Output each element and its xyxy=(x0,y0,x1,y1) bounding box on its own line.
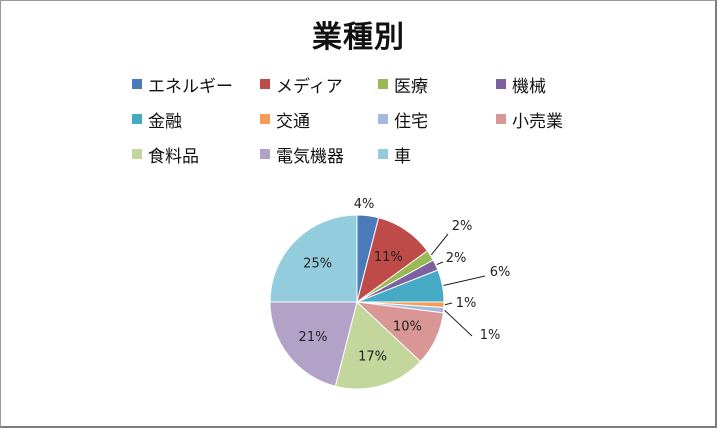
legend-label: 機械 xyxy=(512,76,546,97)
legend-swatch xyxy=(378,149,388,159)
legend-item: 食料品 xyxy=(132,142,260,167)
legend-swatch xyxy=(496,79,506,89)
legend-swatch xyxy=(132,79,142,89)
slice-label: 1% xyxy=(456,296,477,311)
legend-item: メディア xyxy=(260,72,378,97)
slice-label: 25% xyxy=(303,257,332,272)
legend-label: エネルギー xyxy=(148,76,233,97)
legend-item: 機械 xyxy=(496,72,612,97)
legend-label: 金融 xyxy=(148,111,182,132)
legend-label: 医療 xyxy=(394,76,428,97)
legend-label: 車 xyxy=(394,146,411,167)
leader-line xyxy=(444,309,473,337)
legend-swatch xyxy=(378,114,388,124)
pie-slice xyxy=(269,301,358,387)
legend-swatch xyxy=(132,114,142,124)
legend-item: 小売業 xyxy=(496,107,612,132)
leader-line xyxy=(444,302,453,306)
slice-label: 2% xyxy=(452,219,473,234)
legend-label: 小売業 xyxy=(512,111,563,132)
slice-label: 4% xyxy=(354,197,375,212)
leader-line xyxy=(430,233,449,256)
chart-title: 業種別 xyxy=(312,20,405,55)
legend-item: 電気機器 xyxy=(260,142,378,167)
slice-label: 17% xyxy=(358,349,387,364)
leader-line xyxy=(443,275,486,286)
legend-item: 交通 xyxy=(260,107,378,132)
pie-slice xyxy=(269,214,358,303)
legend-item: 医療 xyxy=(378,72,496,97)
slice-label: 6% xyxy=(490,265,511,280)
legend-label: 住宅 xyxy=(394,111,428,132)
legend-swatch xyxy=(378,79,388,89)
slice-label: 11% xyxy=(374,250,403,265)
legend-label: メディア xyxy=(276,76,343,97)
legend-label: 食料品 xyxy=(148,146,199,167)
slice-label: 10% xyxy=(393,320,422,335)
legend-item: 車 xyxy=(378,142,496,167)
slice-label: 1% xyxy=(480,328,501,343)
legend-swatch xyxy=(496,114,506,124)
legend-item: 住宅 xyxy=(378,107,496,132)
legend-item: 金融 xyxy=(132,107,260,132)
legend: エネルギー メディア 医療 機械金融 交通 住宅 小売業食料品 電気機器 車 xyxy=(132,72,612,167)
legend-swatch xyxy=(132,149,142,159)
legend-swatch xyxy=(260,114,270,124)
legend-label: 交通 xyxy=(276,111,310,132)
slice-label: 2% xyxy=(446,251,467,266)
legend-swatch xyxy=(260,149,270,159)
leader-line xyxy=(436,261,444,265)
legend-item: エネルギー xyxy=(132,72,260,97)
pie-slice xyxy=(334,301,422,390)
legend-label: 電気機器 xyxy=(276,146,344,167)
legend-swatch xyxy=(260,79,270,89)
slice-label: 21% xyxy=(299,330,328,345)
